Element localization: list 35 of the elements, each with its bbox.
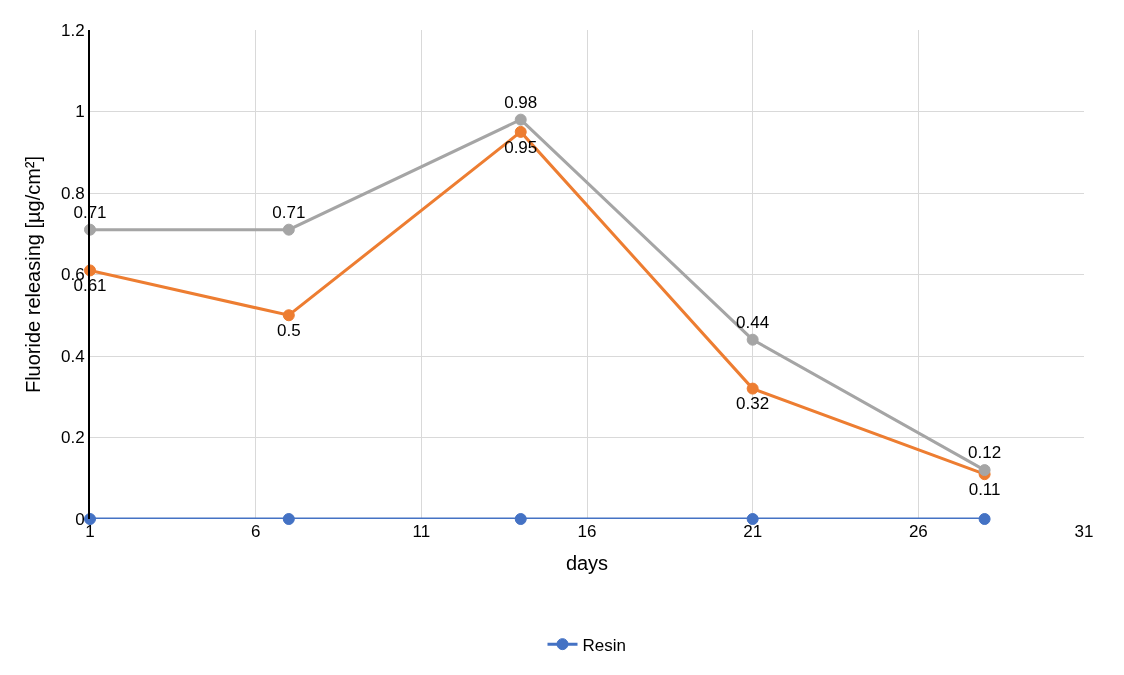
point — [514, 113, 527, 126]
point — [514, 125, 527, 138]
x-tick-label: 6 — [250, 522, 261, 541]
data-label: 0.11 — [968, 479, 1001, 499]
point — [978, 513, 991, 525]
x-tick-label: 16 — [577, 522, 597, 541]
legend-label: Resin — [582, 635, 626, 655]
y-tick-label: 0.4 — [60, 346, 85, 366]
point — [282, 223, 295, 236]
x-tick-label: 11 — [412, 522, 431, 541]
x-tick-label: 31 — [1074, 522, 1094, 541]
data-label: 0.98 — [504, 92, 538, 112]
point — [746, 333, 759, 346]
x-tick-label: 26 — [908, 522, 928, 541]
y-tick-label: 1.2 — [60, 20, 85, 40]
y-tick-label: 0.2 — [60, 428, 85, 448]
x-axis-title: days — [565, 551, 609, 574]
data-label: 0.12 — [968, 442, 1002, 462]
data-label: 0.5 — [276, 320, 301, 340]
data-label: 0.32 — [736, 394, 770, 414]
y-tick-label: 0 — [75, 509, 85, 529]
point — [746, 513, 759, 525]
point — [282, 513, 295, 525]
point — [978, 464, 991, 477]
y-axis-title: Fluoride releasing [µg/cm²] — [21, 155, 44, 394]
point — [282, 309, 295, 322]
point — [746, 382, 759, 395]
y-tick-label: 1 — [75, 102, 85, 122]
x-tick-label: 21 — [743, 522, 763, 541]
data-label: 0.71 — [272, 202, 306, 222]
point — [84, 513, 96, 525]
data-label: 0.44 — [736, 312, 770, 332]
y-tick-label: 0.8 — [60, 183, 85, 203]
point — [514, 513, 527, 525]
data-label: 0.95 — [504, 137, 538, 157]
